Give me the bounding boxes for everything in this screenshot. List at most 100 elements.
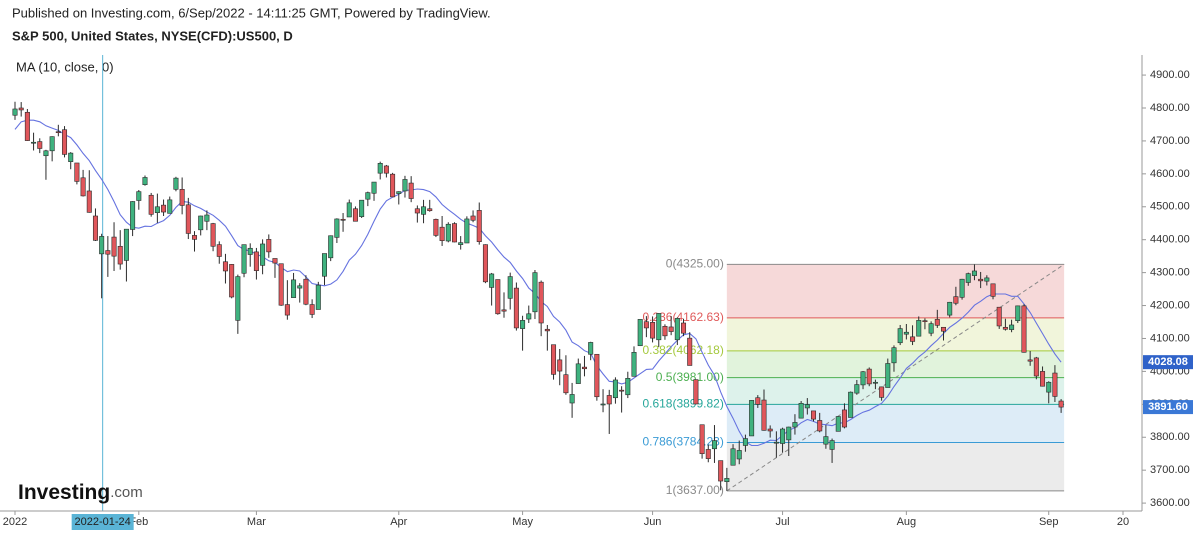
- candle-body: [860, 371, 866, 386]
- indicator-legend: MA (10, close, 0): [16, 59, 114, 74]
- fib-label: 0.382(4062.18): [642, 343, 723, 357]
- candle-body: [854, 384, 860, 394]
- candle-body: [253, 251, 259, 271]
- x-tick-label: Apr: [390, 516, 407, 528]
- fib-label: 1(3637.00): [666, 483, 724, 497]
- candle-body: [749, 400, 755, 437]
- candle-body: [662, 325, 668, 337]
- candle-body: [563, 374, 569, 394]
- fib-zone: [726, 442, 1065, 491]
- candle-body: [12, 108, 18, 116]
- candle-body: [482, 244, 488, 283]
- candle-body: [526, 313, 532, 320]
- candle-body: [210, 223, 216, 247]
- candle-body: [18, 107, 24, 111]
- candle-body: [798, 403, 804, 419]
- candle-body: [142, 177, 148, 186]
- fib-zone: [726, 264, 1065, 318]
- candle-body: [699, 424, 705, 455]
- candle-body: [513, 287, 519, 329]
- candle-body: [433, 218, 439, 236]
- candle-body: [291, 279, 297, 298]
- candle-body: [891, 347, 897, 364]
- candle-body: [569, 394, 575, 404]
- plot: 0(4325.00) 0.236(4162.63) 0.382(4062.18) 0.…: [12, 55, 1065, 511]
- candle-body: [650, 322, 656, 339]
- candle-body: [451, 223, 457, 243]
- candle-body: [1027, 359, 1033, 362]
- candle-body: [216, 244, 222, 257]
- candle-body: [1052, 372, 1058, 397]
- candle-body: [136, 191, 142, 201]
- candle-body: [49, 136, 55, 152]
- candle-body: [43, 150, 49, 157]
- candle-body: [996, 306, 1002, 327]
- candle-body: [637, 319, 643, 347]
- fib-label: 0.5(3981.00): [656, 370, 724, 384]
- candle-body: [742, 438, 748, 446]
- candle-body: [179, 189, 185, 206]
- candle-body: [668, 326, 674, 332]
- publish-note: Published on Investing.com, 6/Sep/2022 -…: [12, 5, 491, 20]
- y-tick-label: 4100.00: [1150, 332, 1190, 344]
- candle-body: [687, 337, 693, 366]
- candle-body: [476, 210, 482, 242]
- candle-body: [681, 322, 687, 334]
- y-tick-label: 4900.00: [1150, 69, 1190, 81]
- candle-body: [1021, 305, 1027, 353]
- fib-label: 0.236(4162.63): [642, 310, 723, 324]
- candle-body: [371, 181, 377, 194]
- candle-body: [408, 182, 414, 199]
- candle-body: [123, 228, 129, 261]
- x-tick-label: 2022: [3, 516, 27, 528]
- candle-body: [507, 276, 513, 299]
- fib-zone: [726, 317, 1065, 351]
- x-tick-label: 20: [1117, 516, 1129, 528]
- x-tick-label: Jun: [644, 516, 662, 528]
- x-tick-label: Jul: [776, 516, 790, 528]
- candle-body: [154, 206, 160, 213]
- candle-body: [1040, 371, 1046, 387]
- ma-line: [14, 119, 1062, 447]
- candle-body: [489, 273, 495, 288]
- candle-body: [297, 285, 303, 289]
- candle-body: [1058, 400, 1064, 408]
- y-tick-label: 3600.00: [1150, 497, 1190, 509]
- x-tick-label: Mar: [247, 516, 266, 528]
- candle-body: [414, 208, 420, 214]
- candle-body: [390, 173, 396, 198]
- candle-body: [377, 163, 383, 174]
- candle-body: [99, 236, 105, 255]
- candle-body: [928, 323, 934, 334]
- y-tick-label: 4700.00: [1150, 135, 1190, 147]
- y-tick-label: 4200.00: [1150, 299, 1190, 311]
- candle-body: [86, 190, 92, 213]
- candle-body: [965, 273, 971, 283]
- candle-body: [365, 192, 371, 200]
- close-last-label-box: [1143, 400, 1193, 415]
- candle-body: [947, 301, 953, 316]
- logo: Investing.com: [18, 481, 143, 504]
- candle-body: [625, 378, 631, 396]
- candle-body: [235, 276, 241, 321]
- candle-body: [736, 450, 742, 460]
- candle-body: [192, 235, 198, 240]
- candle-body: [551, 344, 557, 375]
- candle-body: [266, 239, 272, 253]
- candle-body: [445, 223, 451, 242]
- candle-body: [841, 409, 847, 428]
- candle-body: [786, 426, 792, 441]
- candle-body: [272, 258, 278, 264]
- y-tick-label: 3800.00: [1150, 431, 1190, 443]
- crosshair-date-box: [71, 514, 134, 530]
- candle-body: [92, 215, 98, 241]
- candle-body: [767, 428, 773, 432]
- y-tick-label: 4300.00: [1150, 267, 1190, 279]
- candle-body: [600, 403, 606, 406]
- candle-body: [402, 179, 408, 192]
- candle-body: [538, 281, 544, 324]
- candle-body: [910, 336, 916, 342]
- candle-body: [278, 263, 284, 306]
- fib-zone: [726, 404, 1065, 443]
- x-tick-label: Aug: [897, 516, 917, 528]
